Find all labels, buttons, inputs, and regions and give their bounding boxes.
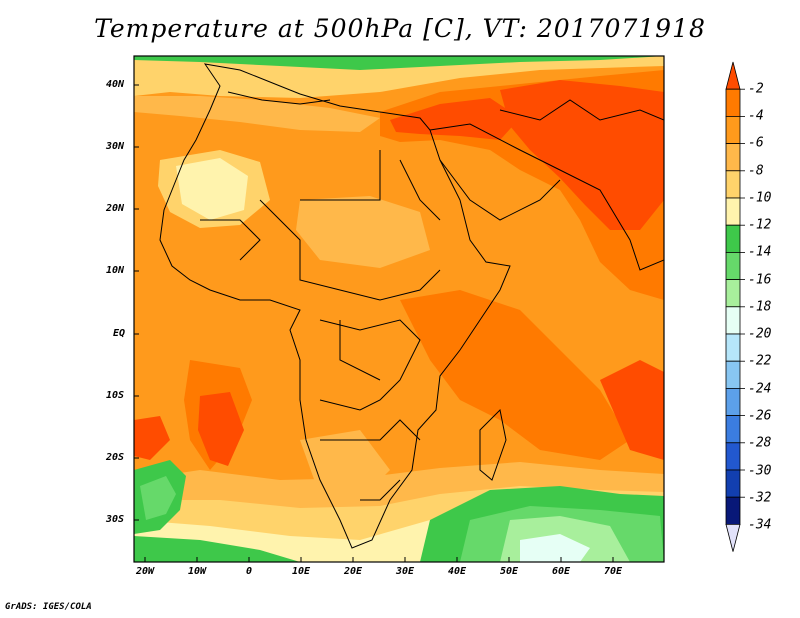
colorbar-lower-arrow <box>725 524 741 552</box>
colorbar-swatch <box>725 251 741 280</box>
colorbar-label: -24 <box>748 381 772 397</box>
colorbar-label: -4 <box>748 108 764 124</box>
colorbar-swatch <box>725 306 741 335</box>
colorbar-swatch <box>725 442 741 471</box>
lat-label: 10S <box>106 390 125 401</box>
colorbar-swatch <box>725 469 741 498</box>
colorbar-swatch <box>725 387 741 416</box>
credit-text: GrADS: IGES/COLA <box>5 602 92 612</box>
colorbar-swatch <box>725 224 741 253</box>
colorbar-label: -22 <box>748 353 772 369</box>
colorbar-label: -12 <box>748 217 772 233</box>
colorbar-label: -6 <box>748 135 764 151</box>
lat-label: 20N <box>106 203 125 214</box>
colorbar <box>725 61 745 552</box>
colorbar-swatch <box>725 279 741 308</box>
lat-label: 30N <box>106 141 125 152</box>
colorbar-label: -30 <box>748 463 772 479</box>
colorbar-swatch <box>725 333 741 362</box>
temperature-field <box>134 56 664 562</box>
colorbar-label: -2 <box>748 81 764 97</box>
lon-label: 40E <box>447 566 467 577</box>
colorbar-swatch <box>725 415 741 444</box>
map-frame <box>133 55 665 563</box>
colorbar-swatch <box>725 116 741 145</box>
lon-label: 70E <box>603 566 623 577</box>
colorbar-upper-arrow <box>725 61 741 90</box>
colorbar-swatch <box>725 197 741 226</box>
colorbar-label: -8 <box>748 163 764 179</box>
lon-label: 30E <box>395 566 415 577</box>
lon-label: 50E <box>499 566 519 577</box>
lon-label: 10E <box>291 566 311 577</box>
lat-label: 40N <box>106 79 125 90</box>
colorbar-label: -32 <box>748 490 772 506</box>
colorbar-label: -20 <box>748 326 772 342</box>
colorbar-label: -10 <box>748 190 772 206</box>
lon-label: 20E <box>343 566 363 577</box>
colorbar-label: -26 <box>748 408 772 424</box>
colorbar-swatch <box>725 496 741 525</box>
lat-label: EQ <box>113 328 126 339</box>
colorbar-label: -14 <box>748 244 772 260</box>
colorbar-label: -18 <box>748 299 772 315</box>
lon-label: 0 <box>245 566 253 577</box>
colorbar-swatch <box>725 88 741 117</box>
lat-label: 10N <box>106 265 125 276</box>
lon-label: 20W <box>135 566 155 577</box>
colorbar-swatch <box>725 143 741 172</box>
lon-label: 60E <box>551 566 571 577</box>
colorbar-label: -28 <box>748 435 772 451</box>
colorbar-swatch <box>725 170 741 199</box>
lat-label: 20S <box>106 452 125 463</box>
lon-label: 10W <box>187 566 207 577</box>
map-title: Temperature at 500hPa [C], VT: 201707191… <box>94 14 706 43</box>
colorbar-label: -34 <box>748 517 772 533</box>
colorbar-swatch <box>725 360 741 389</box>
lat-label: 30S <box>106 514 125 525</box>
axis-ticks <box>134 84 614 562</box>
coastline-overlay <box>159 63 664 549</box>
colorbar-label: -16 <box>748 272 772 288</box>
